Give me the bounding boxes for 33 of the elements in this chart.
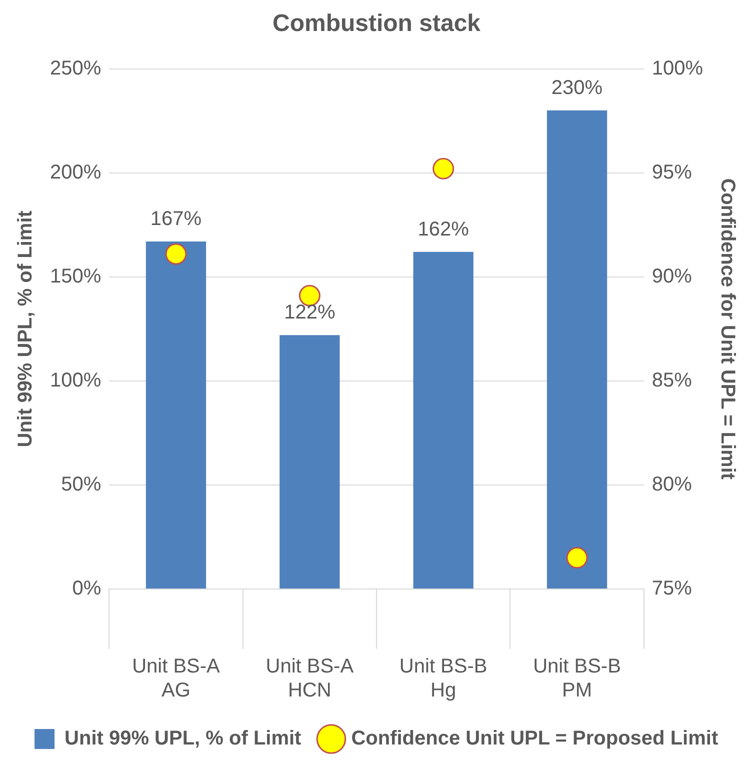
y2-tick-label: 100% xyxy=(652,57,704,80)
x-tick-label: Unit BS-A HCN xyxy=(266,656,354,702)
y-tick-label: 100% xyxy=(50,369,102,392)
y-axis-title: Unit 99% UPL, % of Limit xyxy=(14,210,37,448)
point xyxy=(566,547,588,569)
y2-tick-label: 90% xyxy=(652,265,692,288)
x-tick-label: Unit BS-B PM xyxy=(533,656,621,702)
y-tick-label: 150% xyxy=(50,265,102,288)
bar xyxy=(280,335,340,588)
y-tick-label: 250% xyxy=(50,57,102,80)
point xyxy=(298,284,320,306)
y-tick-label: 50% xyxy=(61,473,102,496)
data-label: 122% xyxy=(284,302,336,324)
point xyxy=(165,243,187,265)
y2-tick-label: 80% xyxy=(652,473,692,496)
y-tick-label: 200% xyxy=(50,161,102,184)
x-tick-label: Unit BS-A AG xyxy=(132,656,221,702)
bar xyxy=(413,252,474,588)
y2-tick-label: 95% xyxy=(652,161,692,184)
data-label: 162% xyxy=(418,218,470,240)
legend-label: Confidence Unit UPL = Proposed Limit xyxy=(351,728,718,750)
bar xyxy=(546,110,608,588)
chart-title: Combustion stack xyxy=(272,10,482,38)
point xyxy=(432,158,454,180)
x-tick-label: Unit BS-B Hg xyxy=(399,656,488,702)
y2-tick-label: 75% xyxy=(652,578,692,600)
y2-tick-label: 85% xyxy=(652,369,692,392)
y-tick-label: 0% xyxy=(72,578,102,600)
data-label: 230% xyxy=(551,76,603,99)
data-label: 167% xyxy=(150,208,202,230)
y2-axis-title: Confidence for Unit UPL = Limit xyxy=(716,178,738,480)
legend-label: Unit 99% UPL, % of Limit xyxy=(64,728,302,750)
bar xyxy=(146,242,206,588)
